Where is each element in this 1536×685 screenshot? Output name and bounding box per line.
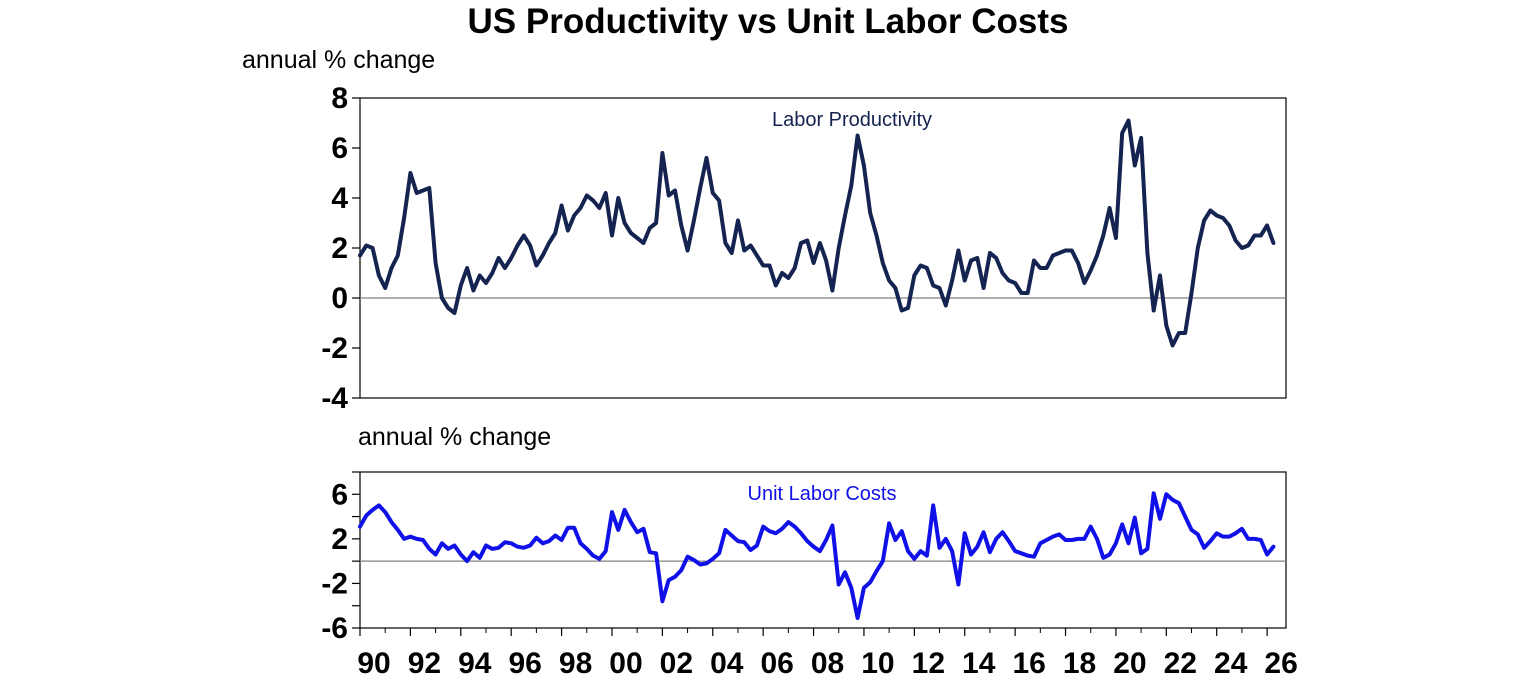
x-tick-label: 02 [660, 647, 693, 680]
x-tick-label: 06 [760, 647, 793, 680]
top-y-tick-label: 0 [331, 282, 348, 315]
chart-title: US Productivity vs Unit Labor Costs [467, 2, 1069, 41]
top-y-tick-label: -2 [321, 332, 348, 365]
ulc-panel: 6 2 -2 -6 Unit Labor Costs 90 92 94 96 98 00 02 04 06… [321, 471, 1298, 680]
x-tick-label: 04 [710, 647, 744, 680]
top-y-tick-label: 8 [331, 82, 348, 115]
x-tick-label: 14 [962, 647, 996, 680]
top-series-line [358, 118, 1276, 348]
x-tick-label: 20 [1113, 647, 1146, 680]
bottom-panel-ylabel: annual % change [358, 423, 552, 451]
top-y-tick-label: 2 [331, 232, 348, 265]
x-tick-label: 08 [811, 647, 844, 680]
x-tick-label: 98 [559, 647, 592, 680]
x-tick-label: 96 [508, 647, 541, 680]
x-tick-label: 18 [1063, 647, 1096, 680]
top-y-tick-label: -4 [321, 382, 348, 415]
x-tick-label: 00 [609, 647, 642, 680]
bottom-y-tick-label: 2 [331, 523, 348, 556]
bottom-y-tick-label: -2 [321, 567, 348, 600]
bottom-series-label: Unit Labor Costs [748, 483, 897, 505]
productivity-panel: 8 6 4 2 0 -2 -4 Labor Productivity [321, 82, 1287, 415]
top-series-label: Labor Productivity [772, 109, 932, 131]
x-tick-label: 22 [1164, 647, 1197, 680]
top-y-tick-label: 4 [331, 182, 348, 215]
bottom-plot-frame [359, 471, 1287, 629]
top-panel-ylabel: annual % change [242, 46, 436, 74]
x-tick-label: 16 [1012, 647, 1045, 680]
bottom-y-tick-label: 6 [331, 478, 348, 511]
bottom-series-line [358, 491, 1276, 620]
x-tick-label: 92 [408, 647, 441, 680]
x-tick-label: 10 [861, 647, 894, 680]
x-tick-label: 12 [912, 647, 945, 680]
x-tick-label: 90 [357, 647, 390, 680]
bottom-y-tick-label: -6 [321, 612, 348, 645]
x-tick-label: 94 [458, 647, 492, 680]
top-y-tick-label: 6 [331, 132, 348, 165]
x-tick-label: 26 [1264, 647, 1297, 680]
x-tick-label: 24 [1214, 647, 1248, 680]
